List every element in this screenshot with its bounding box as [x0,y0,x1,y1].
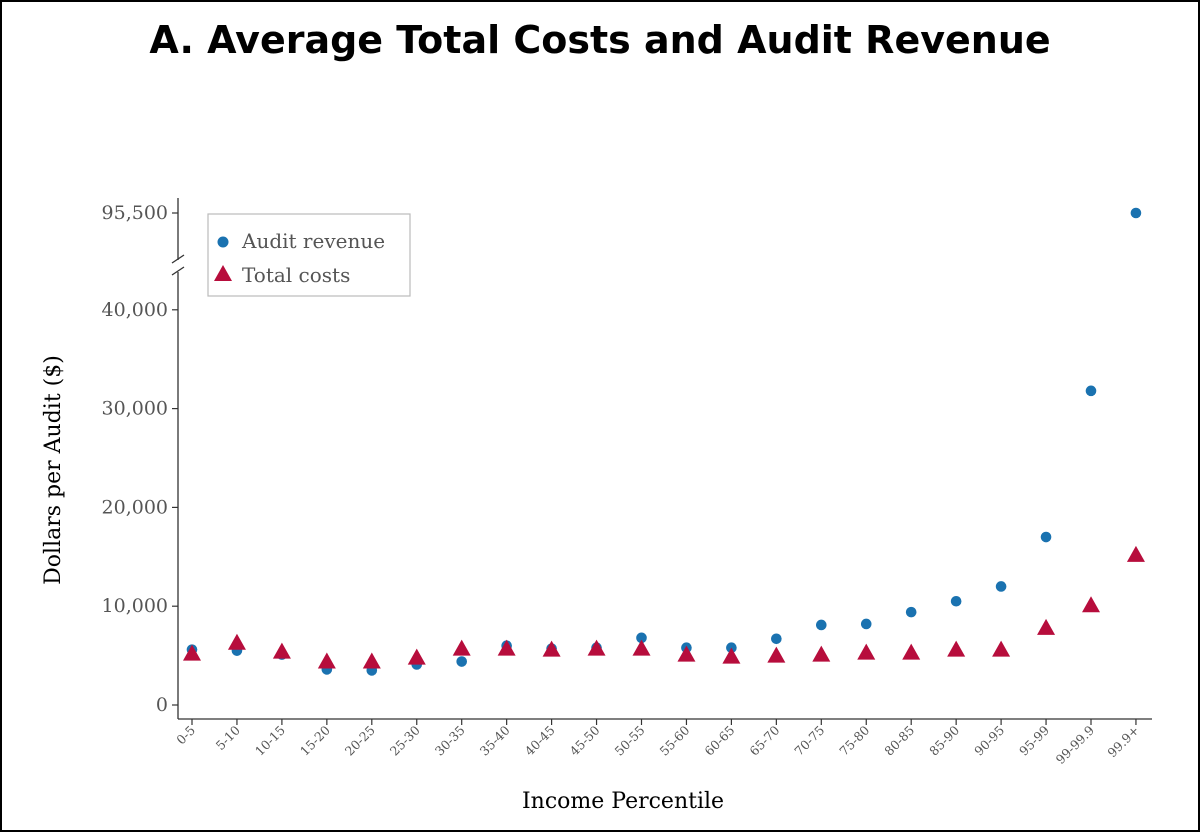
y-axis-break-mark-top [171,254,185,264]
audit-revenue-point [1085,385,1097,397]
audit-revenue-point [771,633,782,645]
total-costs-point [812,645,831,662]
x-tick-label: 99-99.9 [1053,722,1098,767]
audit-revenue-point [1130,207,1142,219]
total-costs-point [587,639,606,656]
audit-revenue-point [950,595,962,607]
y-tick-label: 10,000 [102,595,168,617]
x-tick-label: 15-20 [297,722,333,758]
total-costs-point [1037,618,1056,635]
y-tick-label-break: 95,500 [102,202,168,224]
y-axis-break-mark-bottom [171,266,185,276]
total-costs-point [857,643,876,660]
x-tick-label: 80-85 [881,723,917,759]
total-costs-point [1082,596,1100,613]
x-tick-label: 90-95 [971,723,1007,759]
total-costs-point [632,639,651,656]
x-axis-ticks: 0-5 5-10 10-15 15-20 20-25 25-30 30-35 35-40 40-… [173,719,1142,767]
x-tick-label: 20-25 [342,723,378,759]
y-tick-label: 40,000 [102,299,168,321]
total-costs-point [452,639,471,656]
y-tick-label: 20,000 [102,496,168,518]
legend-audit-revenue-marker [217,236,229,248]
x-tick-label: 0-5 [173,723,198,748]
total-costs-point [767,646,786,663]
total-costs-point [317,652,336,669]
total-costs-point [947,640,966,657]
legend-total-costs-label: Total costs [242,263,350,287]
audit-revenue-point [636,632,647,644]
total-costs-point [183,644,201,661]
y-axis-ticks: 0 10,000 20,000 30,000 40,000 95,500 [102,202,178,716]
x-tick-label: 25-30 [387,722,423,758]
audit-revenue-point [860,618,872,630]
legend-total-costs-marker [214,265,232,281]
audit-revenue-point [1040,531,1052,543]
x-tick-label: 55-60 [656,722,692,758]
y-tick-label: 0 [156,694,168,716]
x-tick-label: 35-40 [477,722,513,758]
x-tick-label: 5-10 [213,722,243,752]
total-costs-point [227,633,246,650]
total-costs-point [902,643,921,660]
total-costs-point [407,648,426,665]
legend-box [207,213,411,297]
total-costs-point [272,642,291,659]
chart-axes [171,198,1152,720]
audit-revenue-point [995,581,1007,592]
x-tick-label: 70-75 [791,723,827,759]
y-axis-title: Dollars per Audit ($) [41,355,66,585]
x-tick-label: 60-65 [701,723,737,759]
total-costs-point [542,640,561,657]
x-tick-label: 30-35 [432,723,468,759]
total-costs-point [722,647,741,664]
x-tick-label: 99.9+ [1104,723,1142,761]
total-costs-point [992,640,1011,657]
total-costs-point [497,639,516,656]
total-costs-point [677,645,696,662]
x-tick-label: 85-90 [926,722,962,758]
x-tick-label: 65-70 [746,722,782,758]
x-tick-label: 75-80 [836,722,872,758]
audit-revenue-point [816,619,827,631]
total-costs-point [362,652,381,669]
x-tick-label: 95-99 [1016,722,1052,758]
chart-legend: Audit revenue Total costs [207,213,411,297]
x-tick-label: 45-50 [567,722,603,758]
audit-revenue-point [456,656,468,667]
x-tick-label: 50-55 [612,723,648,759]
x-tick-label: 40-45 [522,723,558,759]
y-tick-label: 30,000 [102,398,168,420]
audit-revenue-point [905,606,917,618]
legend-audit-revenue-label: Audit revenue [241,229,385,253]
total-costs-point [1126,545,1145,562]
chart-title: A. Average Total Costs and Audit Revenue [149,18,1051,62]
chart-marks [183,207,1145,676]
x-axis-title: Income Percentile [522,789,724,814]
x-tick-label: 10-15 [252,723,288,759]
